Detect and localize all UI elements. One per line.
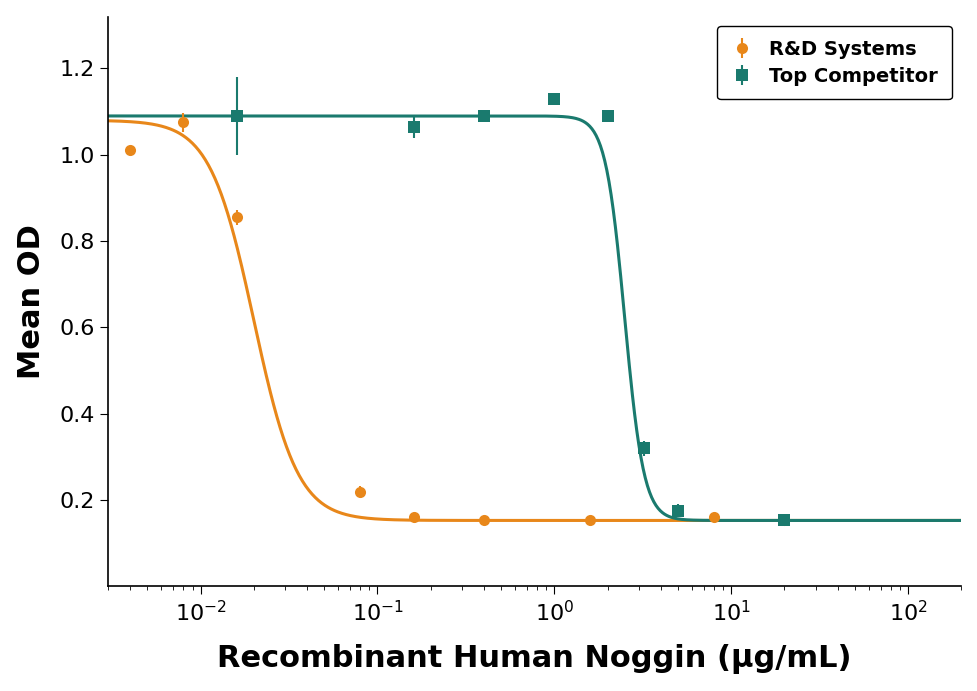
Y-axis label: Mean OD: Mean OD [17,224,46,379]
X-axis label: Recombinant Human Noggin (μg/mL): Recombinant Human Noggin (μg/mL) [217,644,851,674]
Legend: R&D Systems, Top Competitor: R&D Systems, Top Competitor [716,26,951,100]
